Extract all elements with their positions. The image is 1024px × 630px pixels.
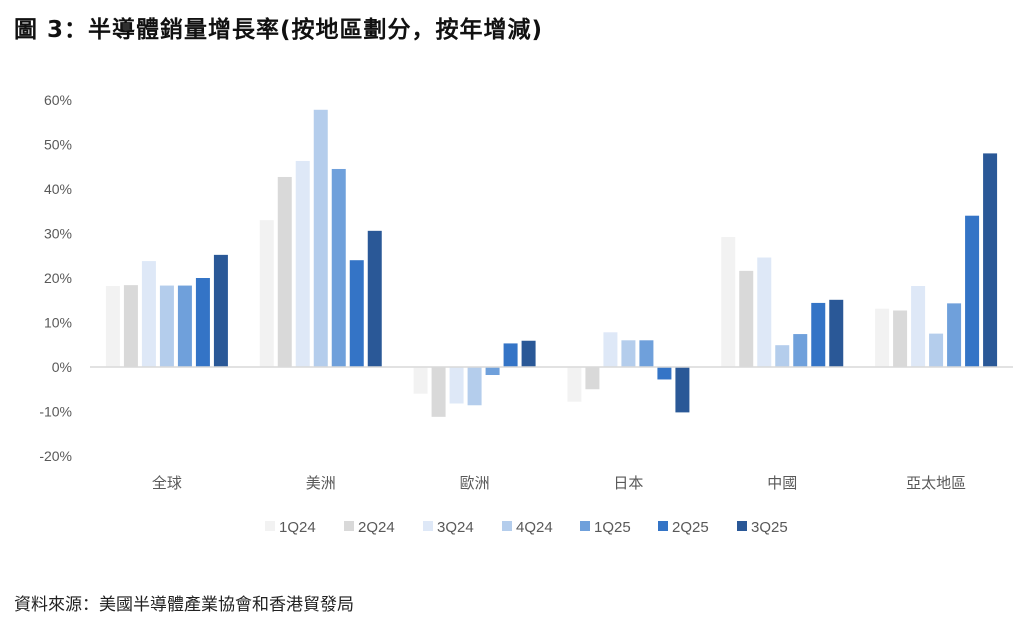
y-tick-label: 40% [44, 181, 72, 197]
x-tick-label: 歐洲 [460, 474, 490, 492]
y-tick-label: 50% [44, 137, 72, 153]
bar-3Q24-中國 [757, 257, 772, 367]
legend-swatch-1Q25 [580, 521, 590, 531]
bar-4Q24-全球 [159, 285, 174, 367]
bar-1Q25-中國 [793, 334, 808, 367]
source-note: 資料來源：美國半導體產業協會和香港貿發局 [14, 595, 354, 615]
bar-1Q25-歐洲 [485, 367, 500, 376]
y-tick-label: 0% [52, 359, 72, 375]
bar-1Q25-全球 [177, 285, 192, 367]
bar-2Q25-日本 [657, 367, 672, 380]
bar-3Q25-美洲 [367, 230, 382, 367]
bar-2Q24-美洲 [277, 176, 292, 367]
legend-label: 2Q25 [672, 519, 709, 536]
bar-1Q24-亞太地區 [875, 308, 890, 367]
bar-3Q25-全球 [213, 254, 228, 367]
bar-1Q25-亞太地區 [947, 303, 962, 367]
bar-2Q25-中國 [811, 302, 826, 367]
legend-swatch-3Q25 [737, 521, 747, 531]
bar-3Q24-全球 [141, 261, 156, 367]
legend-swatch-2Q25 [658, 521, 668, 531]
bar-2Q24-全球 [123, 285, 138, 367]
legend-label: 1Q24 [279, 519, 316, 536]
legend-label: 3Q24 [437, 519, 474, 536]
bar-3Q24-美洲 [295, 160, 310, 367]
x-tick-label: 亞太地區 [906, 474, 966, 492]
legend-swatch-2Q24 [344, 521, 354, 531]
legend-swatch-3Q24 [423, 521, 433, 531]
bar-1Q24-美洲 [259, 220, 274, 367]
bar-2Q24-亞太地區 [893, 310, 908, 367]
bar-3Q25-中國 [829, 299, 844, 367]
legend-label: 3Q25 [751, 519, 788, 536]
bar-3Q25-日本 [675, 367, 690, 413]
bar-3Q24-歐洲 [449, 367, 464, 404]
bar-2Q25-歐洲 [503, 343, 518, 367]
y-tick-label: 30% [44, 226, 72, 242]
legend-label: 4Q24 [516, 519, 553, 536]
chart-title: 圖 3：半導體銷量增長率(按地區劃分，按年增減) [14, 17, 544, 43]
bar-3Q25-亞太地區 [983, 153, 998, 367]
y-tick-label: -20% [39, 448, 72, 464]
bar-1Q24-歐洲 [413, 367, 428, 394]
bar-1Q24-中國 [721, 237, 736, 367]
x-tick-label: 中國 [767, 474, 797, 492]
legend-label: 2Q24 [358, 519, 395, 536]
x-tick-label: 全球 [152, 474, 182, 492]
bar-4Q24-日本 [621, 340, 636, 367]
bar-4Q24-歐洲 [467, 367, 482, 406]
legend-swatch-4Q24 [502, 521, 512, 531]
legend-swatch-1Q24 [265, 521, 275, 531]
y-tick-label: 10% [44, 315, 72, 331]
y-tick-label: -10% [39, 404, 72, 420]
bar-1Q25-美洲 [331, 168, 346, 367]
y-tick-label: 20% [44, 270, 72, 286]
bar-4Q24-美洲 [313, 109, 328, 367]
bar-2Q25-亞太地區 [965, 215, 980, 367]
legend-label: 1Q25 [594, 519, 631, 536]
bar-1Q24-全球 [105, 286, 120, 367]
bar-2Q24-日本 [585, 367, 600, 390]
x-tick-label: 美洲 [306, 474, 336, 492]
bar-3Q25-歐洲 [521, 340, 536, 367]
x-tick-label: 日本 [613, 474, 643, 492]
bar-2Q25-美洲 [349, 260, 364, 367]
bar-4Q24-中國 [775, 345, 790, 367]
bar-1Q25-日本 [639, 340, 654, 367]
bar-3Q24-亞太地區 [911, 286, 926, 367]
bar-1Q24-日本 [567, 367, 582, 402]
bar-3Q24-日本 [603, 332, 618, 367]
bar-2Q24-中國 [739, 270, 754, 367]
bar-4Q24-亞太地區 [929, 333, 944, 367]
y-tick-label: 60% [44, 92, 72, 108]
bar-2Q24-歐洲 [431, 367, 446, 417]
bar-2Q25-全球 [195, 278, 210, 367]
